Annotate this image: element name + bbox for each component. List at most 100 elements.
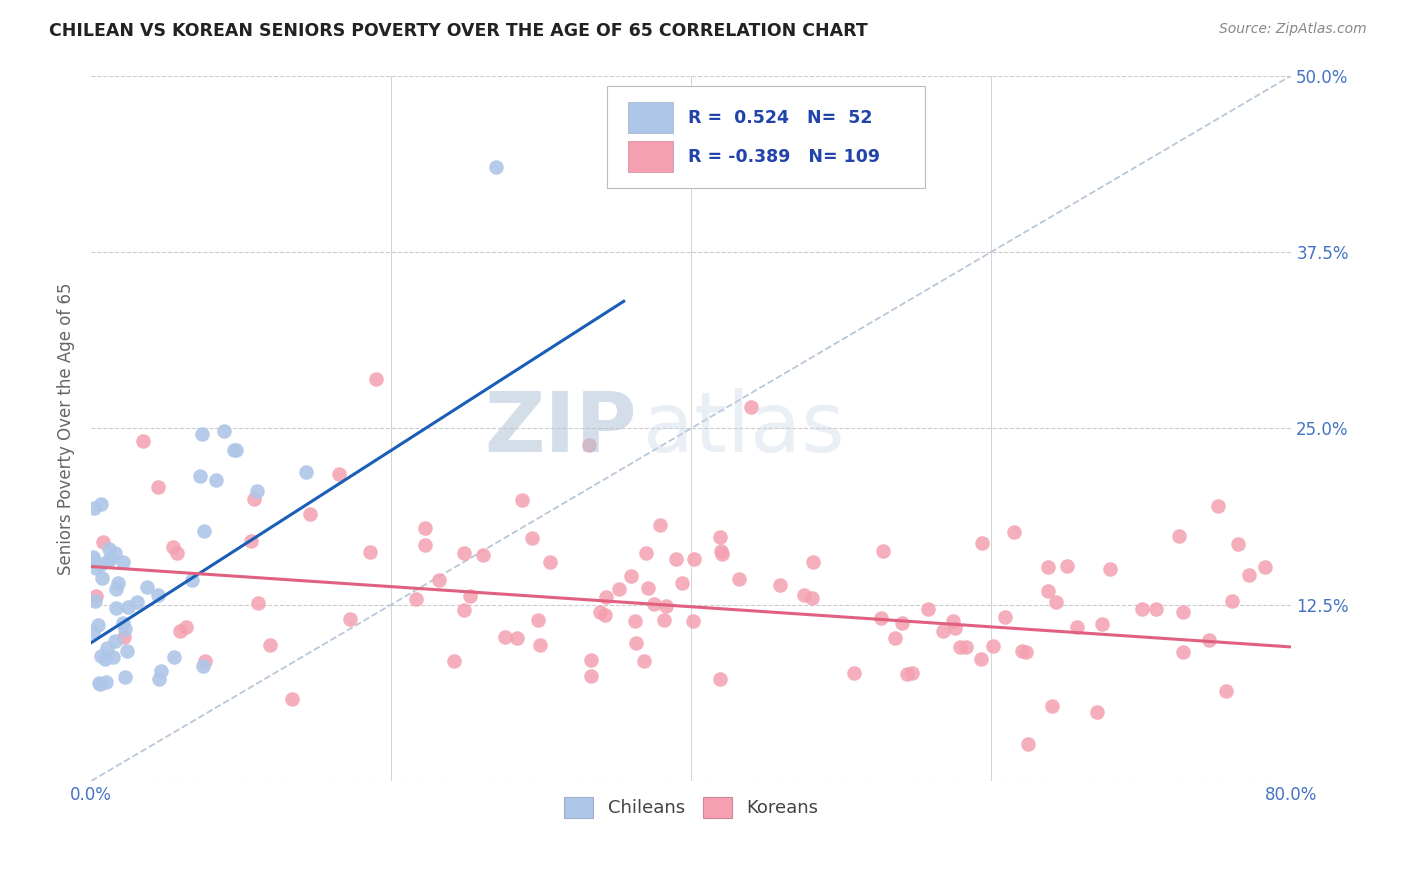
Point xyxy=(471,548,494,562)
Point xyxy=(82,624,104,639)
Point xyxy=(1254,559,1277,574)
Point xyxy=(87,676,110,690)
Point xyxy=(1198,632,1220,647)
Point xyxy=(709,530,731,544)
Point xyxy=(917,602,939,616)
Point xyxy=(111,555,134,569)
Point xyxy=(84,561,107,575)
Point xyxy=(494,630,516,644)
Point xyxy=(83,501,105,516)
Point xyxy=(727,572,749,586)
Point xyxy=(981,639,1004,653)
Point xyxy=(405,592,427,607)
Point xyxy=(162,540,184,554)
Point xyxy=(148,672,170,686)
Point xyxy=(891,615,914,630)
Point xyxy=(1144,601,1167,615)
Point xyxy=(413,521,436,535)
Point xyxy=(870,610,893,624)
Point xyxy=(115,644,138,658)
Point xyxy=(104,601,127,615)
Point xyxy=(994,610,1017,624)
Point xyxy=(246,483,269,498)
Point xyxy=(626,636,648,650)
Point xyxy=(648,518,671,533)
Point xyxy=(107,576,129,591)
Point xyxy=(522,531,544,545)
Point xyxy=(174,620,197,634)
Point xyxy=(427,573,450,587)
Point xyxy=(111,615,134,630)
Point xyxy=(1220,594,1243,608)
Point xyxy=(1085,705,1108,719)
Point xyxy=(900,666,922,681)
Point xyxy=(682,614,704,628)
Point xyxy=(84,594,107,608)
Point xyxy=(634,546,657,560)
Point xyxy=(193,524,215,539)
Point xyxy=(654,599,676,613)
Point xyxy=(942,614,965,628)
Point xyxy=(453,602,475,616)
Point xyxy=(1045,595,1067,609)
Point xyxy=(117,599,139,614)
Point xyxy=(972,536,994,550)
Point xyxy=(163,650,186,665)
Text: R =  0.524   N=  52: R = 0.524 N= 52 xyxy=(688,109,872,127)
Point xyxy=(364,372,387,386)
Point xyxy=(166,546,188,560)
Point xyxy=(1090,617,1112,632)
Point xyxy=(538,555,561,569)
Point xyxy=(643,597,665,611)
Point xyxy=(769,578,792,592)
Point xyxy=(413,538,436,552)
Point xyxy=(709,672,731,686)
Point xyxy=(328,467,350,481)
Point xyxy=(955,640,977,655)
Point xyxy=(180,574,202,588)
Y-axis label: Seniors Poverty Over the Age of 65: Seniors Poverty Over the Age of 65 xyxy=(58,282,75,574)
Point xyxy=(1171,605,1194,619)
Point xyxy=(125,595,148,609)
Point xyxy=(1056,559,1078,574)
Point xyxy=(146,480,169,494)
FancyBboxPatch shape xyxy=(607,87,925,188)
Point xyxy=(1015,645,1038,659)
Point xyxy=(842,666,865,681)
Point xyxy=(1036,584,1059,599)
Point xyxy=(299,507,322,521)
Point xyxy=(91,535,114,549)
Point xyxy=(259,638,281,652)
Point xyxy=(896,666,918,681)
Point xyxy=(485,160,508,174)
Point xyxy=(90,648,112,663)
Point xyxy=(1011,643,1033,657)
Point xyxy=(112,631,135,645)
Point xyxy=(90,497,112,511)
Text: ZIP: ZIP xyxy=(485,388,637,469)
Point xyxy=(1215,684,1237,698)
Point xyxy=(671,575,693,590)
Point xyxy=(510,493,533,508)
Legend: Chileans, Koreans: Chileans, Koreans xyxy=(557,789,825,825)
Point xyxy=(94,652,117,666)
Point xyxy=(624,615,647,629)
Point xyxy=(96,641,118,656)
Point xyxy=(949,640,972,655)
Point xyxy=(191,659,214,673)
Point xyxy=(89,677,111,691)
Point xyxy=(1132,602,1154,616)
Point xyxy=(359,545,381,559)
Point xyxy=(91,572,114,586)
Point xyxy=(872,543,894,558)
Point xyxy=(191,426,214,441)
Point xyxy=(169,624,191,638)
Point xyxy=(240,534,263,549)
Point xyxy=(90,558,112,572)
Point xyxy=(637,582,659,596)
Point xyxy=(1208,499,1230,513)
Point xyxy=(339,611,361,625)
Point xyxy=(114,622,136,636)
Point xyxy=(943,621,966,635)
Point xyxy=(665,552,688,566)
